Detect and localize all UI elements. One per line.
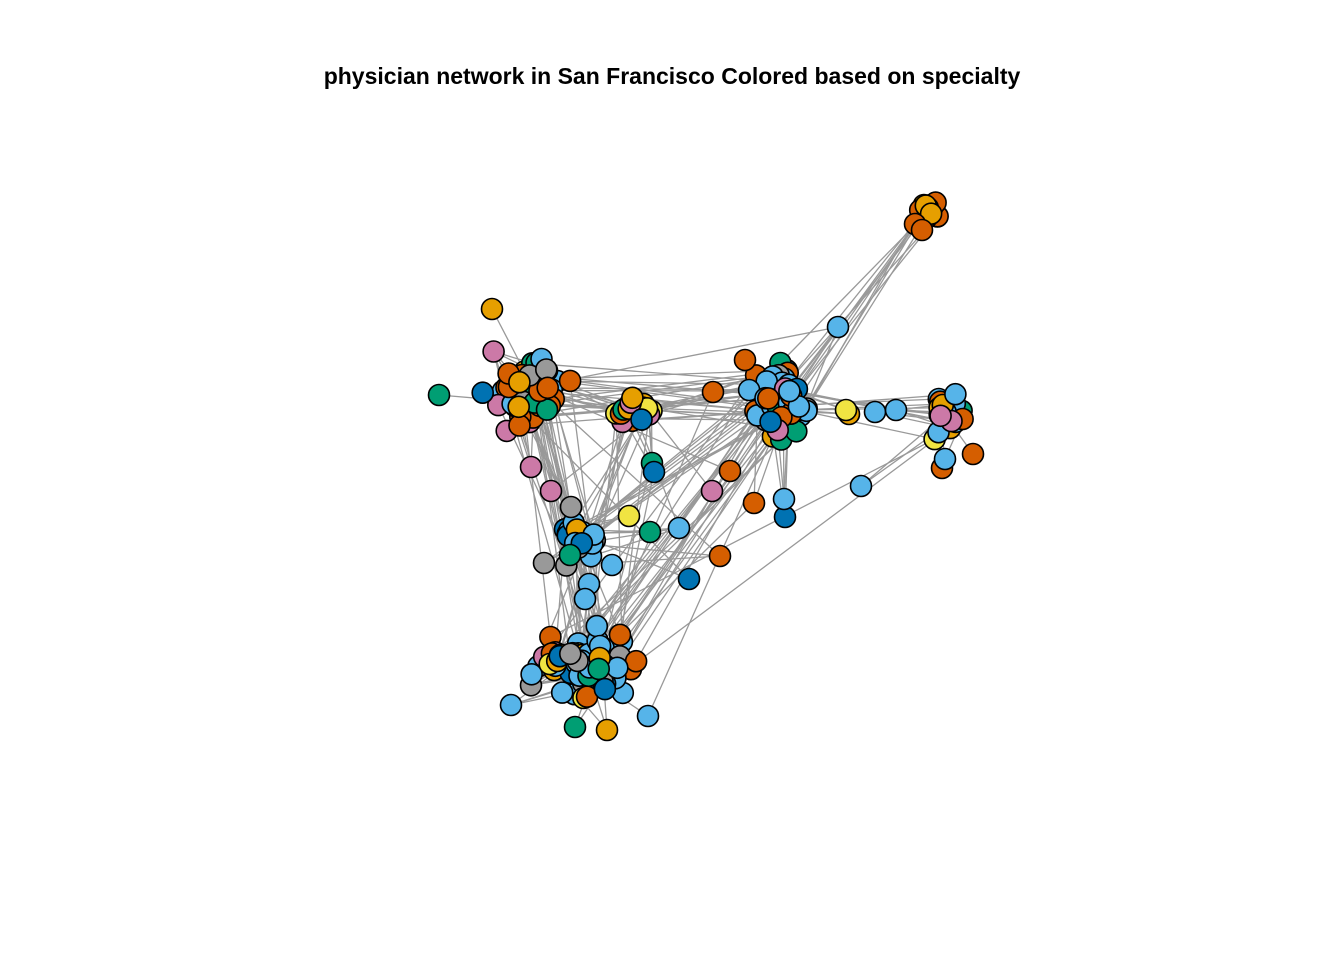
edge [635, 401, 784, 662]
edge [551, 389, 586, 600]
physician-node [482, 340, 505, 363]
edge [779, 206, 933, 364]
edge [619, 405, 778, 657]
physician-node [535, 398, 559, 421]
physician-node [508, 414, 531, 437]
physician-node [480, 297, 504, 321]
physician-node [427, 383, 451, 407]
edge [753, 415, 759, 504]
physician-node [733, 348, 757, 372]
physician-node [638, 520, 662, 544]
physician-node [539, 479, 563, 503]
physician-node [701, 380, 725, 404]
physician-node [600, 553, 624, 577]
physician-node [585, 614, 609, 638]
edge [798, 409, 935, 440]
edge [590, 527, 680, 557]
edge [806, 216, 928, 409]
physician-node [593, 677, 617, 701]
physician-node [630, 408, 653, 431]
physician-node [849, 474, 873, 498]
physician-node [520, 662, 543, 686]
edge [551, 389, 594, 544]
physician-node [884, 398, 908, 422]
physician-node [508, 370, 531, 394]
physician-node [910, 218, 934, 242]
physician-node [558, 369, 582, 393]
physician-node [587, 657, 611, 681]
edge [491, 308, 526, 372]
edge [586, 223, 916, 674]
edge [518, 406, 690, 580]
physician-node [778, 379, 801, 403]
physician-node [617, 504, 641, 528]
edge [615, 427, 951, 679]
physician-node [826, 315, 850, 339]
physician-node [471, 381, 495, 405]
physician-node [636, 704, 660, 728]
physician-node [573, 587, 597, 611]
physician-node [536, 376, 560, 400]
physician-node [944, 382, 967, 406]
physician-node [933, 447, 957, 471]
physician-node [550, 681, 574, 704]
physician-node [621, 386, 644, 410]
physician-node [929, 404, 952, 428]
physician-node [507, 395, 531, 419]
physician-node [759, 410, 782, 434]
edge-layer [438, 202, 974, 731]
edge [569, 395, 777, 556]
edge [599, 462, 653, 659]
physician-node [642, 460, 666, 484]
physician-node [595, 718, 619, 742]
physician-node [756, 387, 780, 410]
physician-node [708, 544, 732, 568]
chart-title: physician network in San Francisco Color… [323, 63, 1021, 89]
physician-node [742, 491, 766, 515]
physician-node [559, 495, 583, 519]
physician-node [624, 649, 648, 673]
physician-node [772, 487, 796, 511]
physician-node [519, 455, 543, 479]
physician-node [667, 516, 691, 540]
physician-node [834, 398, 858, 422]
physician-node [499, 693, 523, 717]
physician-node [700, 479, 724, 503]
physician-node [961, 442, 985, 466]
physician-node [532, 551, 556, 575]
physician-node [718, 459, 742, 483]
node-layer [427, 191, 985, 742]
physician-node [558, 543, 582, 567]
physician-node [863, 400, 887, 424]
physician-node [563, 715, 587, 739]
edge [532, 362, 767, 383]
edge [541, 326, 839, 386]
physician-node [558, 642, 582, 666]
physician-node [677, 567, 701, 591]
edge [788, 206, 933, 392]
physician-node [608, 623, 632, 647]
